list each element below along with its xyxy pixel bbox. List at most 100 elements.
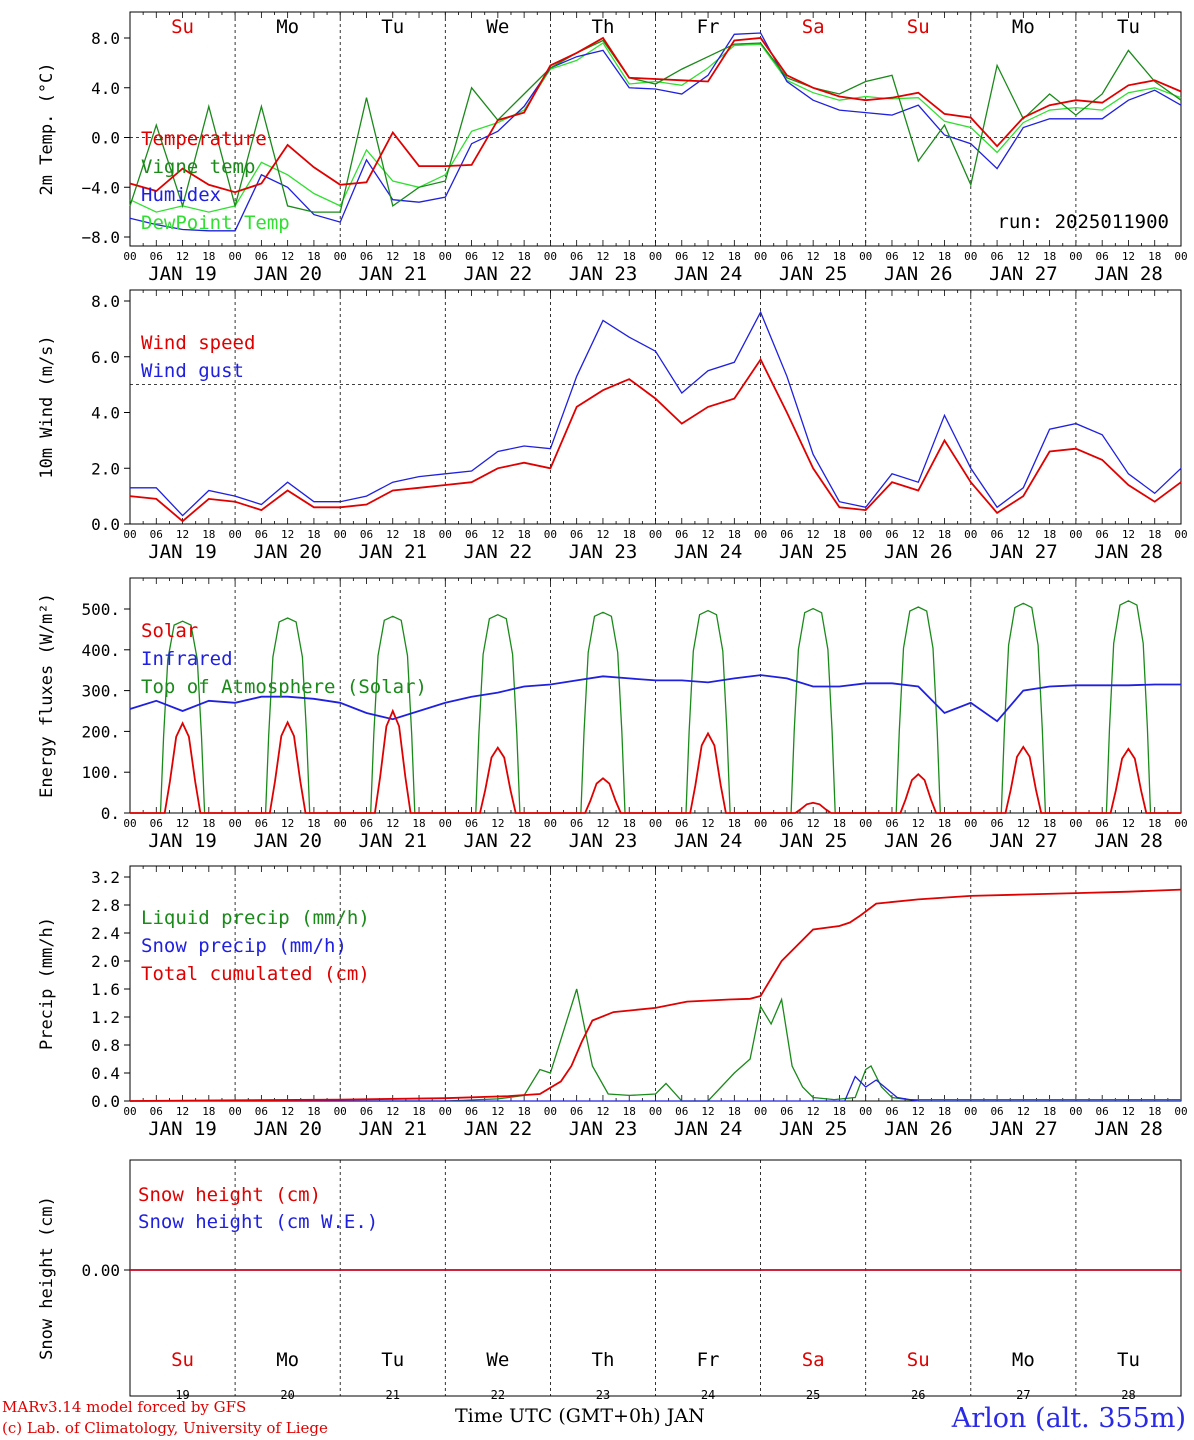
footer-credit-label: (c) Lab. of Climatology, University of L… [2,1419,328,1437]
y-tick-label: 3.2 [91,868,120,887]
hour-tick-label: 00 [228,1105,241,1118]
date-tick-label: JAN 23 [569,830,638,852]
footer-model-label: MARv3.14 model forced by GFS [2,1398,247,1416]
hour-tick-label: 06 [1096,1105,1109,1118]
hour-tick-label: 18 [412,817,425,830]
weekday-label: Mo [276,1349,299,1371]
date-tick-label: JAN 24 [674,541,743,563]
hour-tick-label: 12 [386,250,399,263]
y-tick-label: 2.0 [91,952,120,971]
hour-tick-label: 00 [544,528,557,541]
hour-tick-label: 18 [412,1105,425,1118]
legend-label: DewPoint Temp [141,212,290,234]
hour-tick-label: 06 [1096,250,1109,263]
precip-series-line [130,988,1181,1102]
hour-tick-label: 00 [123,250,136,263]
hour-tick-label: 12 [701,817,714,830]
date-tick-label: JAN 23 [569,541,638,563]
hour-tick-label: 18 [728,1105,741,1118]
hour-tick-label: 12 [386,528,399,541]
weekday-label: Fr [697,1349,720,1371]
hour-tick-label: 00 [649,250,662,263]
hour-tick-label: 18 [833,817,846,830]
hour-tick-label: 18 [518,250,531,263]
hour-tick-label: 06 [465,817,478,830]
weekday-label: Tu [381,16,404,38]
hour-tick-label: 12 [491,250,504,263]
y-tick-label: 1.2 [91,1008,120,1027]
hour-tick-label: 18 [1043,1105,1056,1118]
hour-tick-label: 18 [833,250,846,263]
wind-series-line [130,310,1182,517]
temp-series-line [129,42,1182,213]
hour-tick-label: 06 [990,817,1003,830]
weekday-label: Sa [802,1349,825,1371]
hour-tick-label: 18 [1043,528,1056,541]
hour-tick-label: 12 [596,528,609,541]
y-tick-label: 2.8 [91,896,120,915]
hour-tick-label: 06 [780,250,793,263]
hour-tick-label: 06 [570,817,583,830]
hour-tick-label: 06 [990,1105,1003,1118]
y-tick-label: 2.0 [91,459,120,478]
hour-tick-label: 06 [780,817,793,830]
date-tick-label: JAN 25 [779,830,848,852]
y-tick-label: −8.0 [81,228,120,247]
weekday-label: Tu [1117,16,1140,38]
hour-tick-label: 12 [491,528,504,541]
hour-tick-label: 00 [649,817,662,830]
legend-label: Total cumulated (cm) [141,963,370,985]
hour-tick-label: 00 [439,1105,452,1118]
y-tick-label: 6.0 [91,348,120,367]
weekday-label: Su [907,1349,930,1371]
legend-label: Temperature [141,128,267,150]
day-number-label: 21 [386,1388,400,1402]
date-tick-label: JAN 28 [1094,1118,1163,1140]
hour-tick-label: 12 [807,250,820,263]
hour-tick-label: 18 [307,817,320,830]
hour-tick-label: 12 [491,1105,504,1118]
date-tick-label: JAN 27 [989,830,1058,852]
day-number-label: 27 [1016,1388,1030,1402]
hour-tick-label: 12 [176,1105,189,1118]
hour-tick-label: 18 [202,250,215,263]
day-number-label: 25 [806,1388,820,1402]
hour-tick-label: 06 [255,528,268,541]
hour-tick-label: 06 [255,817,268,830]
hour-tick-label: 18 [202,1105,215,1118]
hour-tick-label: 00 [544,1105,557,1118]
hour-tick-label: 00 [439,250,452,263]
hour-tick-label: 06 [255,1105,268,1118]
date-tick-label: JAN 27 [989,263,1058,285]
hour-tick-label: 18 [938,528,951,541]
hour-tick-label: 00 [228,250,241,263]
hour-tick-label: 12 [176,250,189,263]
hour-tick-label: 06 [675,528,688,541]
y-axis-label: Snow height (cm) [37,1196,57,1360]
hour-tick-label: 18 [1043,250,1056,263]
hour-tick-label: 12 [281,817,294,830]
date-tick-label: JAN 26 [884,263,953,285]
hour-tick-label: 00 [544,817,557,830]
day-number-label: 23 [596,1388,610,1402]
y-tick-label: 400. [81,641,120,660]
hour-tick-label: 00 [334,817,347,830]
hour-tick-label: 18 [1148,1105,1161,1118]
legend-label: Snow height (cm W.E.) [138,1211,378,1233]
hour-tick-label: 18 [1148,528,1161,541]
hour-tick-label: 00 [964,817,977,830]
run-annotation: run: 2025011900 [997,211,1169,233]
solar-line [130,708,1181,814]
hour-tick-label: 00 [859,250,872,263]
hour-tick-label: 06 [150,528,163,541]
date-tick-label: JAN 27 [989,1118,1058,1140]
hour-tick-label: 06 [675,250,688,263]
hour-tick-label: 00 [228,528,241,541]
hour-tick-label: 00 [334,250,347,263]
hour-tick-label: 00 [1069,817,1082,830]
date-tick-label: JAN 25 [779,541,848,563]
hour-tick-label: 00 [649,528,662,541]
date-tick-label: JAN 23 [569,263,638,285]
y-tick-label: 300. [81,682,120,701]
hour-tick-label: 12 [281,528,294,541]
